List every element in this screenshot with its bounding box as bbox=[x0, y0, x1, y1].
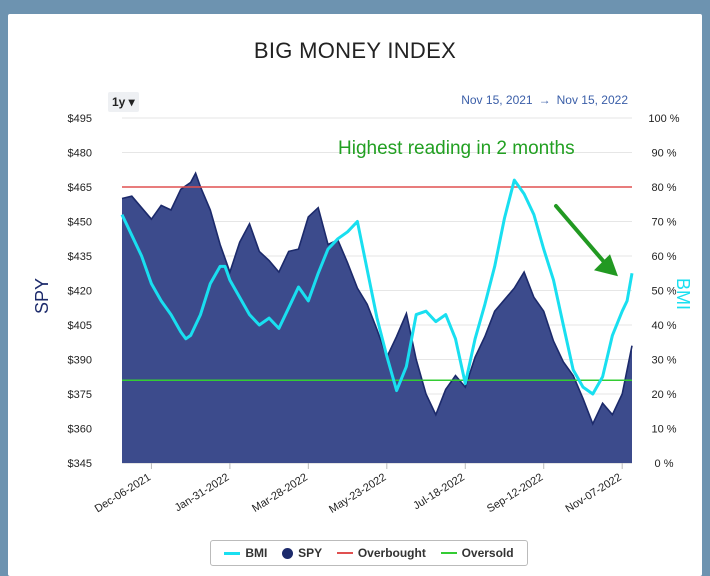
right-tick-label: 0 % bbox=[655, 458, 674, 470]
legend-line-bmi bbox=[224, 551, 241, 555]
x-tick-label: Sep-12-2022 bbox=[485, 471, 545, 515]
right-tick-label: 30 % bbox=[651, 355, 676, 367]
x-tick-label: Jan-31-2022 bbox=[173, 471, 232, 514]
right-tick-label: 90 % bbox=[651, 148, 676, 160]
right-tick-label: 70 % bbox=[651, 217, 676, 229]
y-axis-right-label: BMI bbox=[673, 278, 693, 310]
left-tick-label: $420 bbox=[68, 286, 92, 298]
annotation-arrow-head bbox=[594, 254, 618, 277]
range-selector-button[interactable]: 1y ▾ bbox=[108, 92, 139, 112]
x-tick-label: Nov-07-2022 bbox=[563, 471, 623, 515]
left-tick-label: $405 bbox=[68, 320, 92, 332]
left-tick-label: $345 bbox=[68, 458, 92, 470]
legend-item-oversold[interactable]: Oversold bbox=[440, 546, 514, 560]
legend-item-bmi[interactable]: BMI bbox=[224, 546, 267, 560]
y-axis-left-label: SPY bbox=[32, 278, 52, 314]
x-tick-label: May-23-2022 bbox=[327, 471, 388, 516]
left-tick-label: $465 bbox=[68, 182, 92, 194]
legend-label-bmi: BMI bbox=[245, 546, 268, 560]
left-tick-label: $495 bbox=[68, 113, 92, 125]
x-tick-label: Dec-06-2021 bbox=[93, 471, 153, 515]
left-tick-label: $435 bbox=[68, 251, 92, 263]
spy-line bbox=[121, 171, 633, 426]
legend-label-oversold: Oversold bbox=[461, 546, 514, 560]
x-axis-ticks: Dec-06-2021 Jan-31-2022 Mar-28-2022 May-23-… bbox=[93, 463, 624, 516]
right-tick-label: 50 % bbox=[651, 286, 676, 298]
date-range-from: Nov 15, 2021 bbox=[461, 93, 533, 107]
legend-label-spy: SPY bbox=[298, 546, 323, 560]
date-range-arrow: → bbox=[538, 93, 551, 107]
left-tick-label: $375 bbox=[68, 389, 92, 401]
right-tick-label: 100 % bbox=[648, 113, 679, 125]
bmi-line bbox=[120, 178, 634, 396]
annotation-arrow bbox=[554, 204, 618, 277]
right-tick-label: 10 % bbox=[651, 424, 676, 436]
right-tick-label: 40 % bbox=[651, 320, 676, 332]
legend-dot-spy bbox=[282, 547, 294, 559]
left-axis-ticks: $495 $480 $465 $450 $435 $420 $405 $390 $375 $360… bbox=[68, 113, 92, 470]
chart-title: BIG MONEY INDEX bbox=[253, 38, 457, 63]
legend-item-spy[interactable]: SPY bbox=[282, 546, 322, 560]
left-tick-label: $450 bbox=[68, 217, 92, 229]
legend-item-overbought[interactable]: Overbought bbox=[336, 546, 426, 560]
spy-area bbox=[122, 173, 632, 463]
x-tick-label: Mar-28-2022 bbox=[250, 471, 310, 515]
left-tick-label: $480 bbox=[68, 148, 92, 160]
legend-line-overbought bbox=[336, 552, 353, 554]
chart-legend: BMI SPY Overbought Oversold bbox=[210, 540, 528, 566]
annotation-text: Highest reading in 2 months bbox=[338, 138, 575, 159]
left-tick-label: $360 bbox=[68, 424, 92, 436]
annotation-arrow-shaft bbox=[554, 204, 608, 267]
date-range-to: Nov 15, 2022 bbox=[556, 93, 628, 107]
left-tick-label: $390 bbox=[68, 355, 92, 367]
right-tick-label: 20 % bbox=[651, 389, 676, 401]
right-axis-ticks: 100 % 90 % 80 % 70 % 60 % 50 % 40 % 30 % 20 % 10 … bbox=[648, 113, 679, 470]
date-range[interactable]: Nov 15, 2021 → Nov 15, 2022 bbox=[461, 93, 628, 107]
legend-label-overbought: Overbought bbox=[357, 546, 426, 560]
right-tick-label: 80 % bbox=[651, 182, 676, 194]
right-tick-label: 60 % bbox=[651, 251, 676, 263]
legend-line-oversold bbox=[440, 552, 457, 554]
x-tick-label: Jul-18-2022 bbox=[411, 471, 467, 512]
